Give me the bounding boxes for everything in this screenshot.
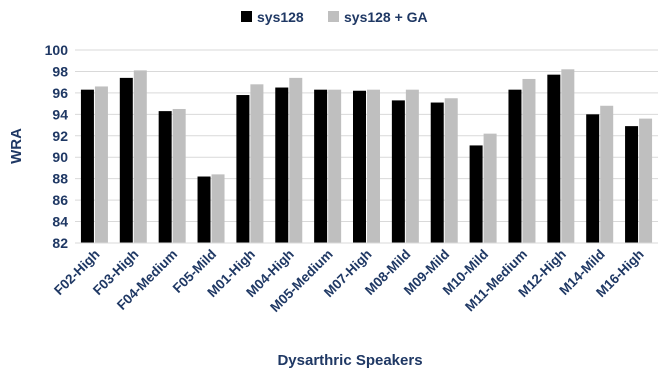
bar-sys128-f05-mild — [198, 177, 211, 243]
y-tick-label: 88 — [52, 171, 68, 187]
bar-sys128-ga-m07-high — [367, 90, 380, 243]
bar-sys128-f04-medium — [159, 111, 172, 243]
bar-sys128-ga-m11-medium — [522, 79, 535, 243]
bar-sys128-m11-medium — [508, 90, 521, 243]
bar-sys128-m01-high — [236, 95, 249, 243]
bar-sys128-m04-high — [275, 88, 288, 243]
bar-sys128-ga-m09-mild — [445, 98, 458, 243]
legend-swatch-sys128 — [241, 11, 252, 22]
bar-sys128-ga-f02-high — [95, 86, 108, 243]
legend: sys128 sys128 + GA — [241, 9, 428, 25]
bar-sys128-m16-high — [625, 126, 638, 243]
x-axis-title: Dysarthric Speakers — [277, 352, 422, 369]
x-axis-ticks: F02-HighF03-HighF04-MediumF05-MildM01-Hi… — [51, 247, 647, 315]
y-tick-label: 92 — [52, 128, 68, 144]
y-axis-ticks: 82 84 86 88 90 92 94 96 98 100 — [45, 42, 69, 251]
bar-sys128-ga-m16-high — [639, 119, 652, 243]
bars — [75, 69, 658, 243]
bar-sys128-m12-high — [547, 75, 560, 243]
bar-sys128-ga-f03-high — [134, 70, 147, 243]
bar-sys128-ga-m01-high — [250, 84, 263, 243]
bar-sys128-ga-m10-mild — [484, 134, 497, 243]
bar-sys128-f03-high — [120, 78, 133, 243]
bar-sys128-ga-m14-mild — [600, 106, 613, 243]
bar-sys128-ga-m12-high — [561, 69, 574, 243]
bar-sys128-m14-mild — [586, 114, 599, 243]
y-tick-label: 82 — [52, 235, 68, 251]
legend-label-sys128-ga: sys128 + GA — [344, 9, 428, 25]
bar-sys128-ga-m08-mild — [406, 90, 419, 243]
bar-sys128-ga-f05-mild — [212, 174, 225, 243]
bar-sys128-ga-f04-medium — [173, 109, 186, 243]
y-tick-label: 90 — [52, 149, 68, 165]
bar-sys128-ga-m04-high — [289, 78, 302, 243]
bar-sys128-f02-high — [81, 90, 94, 243]
bar-sys128-m05-medium — [314, 90, 327, 243]
y-tick-label: 100 — [45, 42, 69, 58]
bar-sys128-m09-mild — [431, 103, 444, 243]
legend-label-sys128: sys128 — [257, 9, 304, 25]
bar-sys128-ga-m05-medium — [328, 90, 341, 243]
bar-sys128-m07-high — [353, 91, 366, 243]
bar-sys128-m08-mild — [392, 100, 405, 243]
y-tick-label: 84 — [52, 214, 68, 230]
y-axis-title: WRA — [8, 128, 25, 164]
y-tick-label: 96 — [52, 85, 68, 101]
bar-sys128-m10-mild — [470, 145, 483, 243]
y-tick-label: 94 — [52, 106, 68, 122]
y-tick-label: 98 — [52, 63, 68, 79]
legend-swatch-sys128-ga — [328, 11, 339, 22]
y-tick-label: 86 — [52, 192, 68, 208]
